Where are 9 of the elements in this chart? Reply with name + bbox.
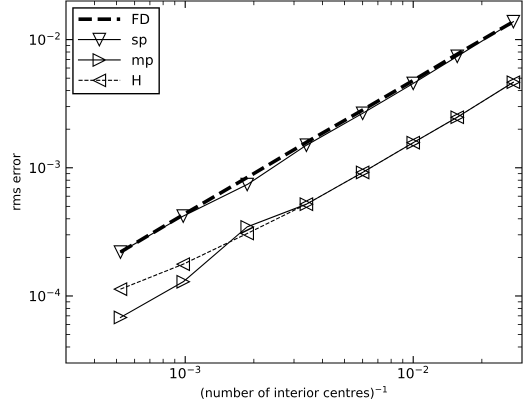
legend-label: sp bbox=[132, 36, 147, 48]
legend-label: mp bbox=[132, 57, 153, 68]
x-axis-title: (number of interior centres)$^{−1}$ bbox=[201, 386, 387, 399]
legend-label: FD bbox=[132, 14, 150, 24]
y-tick-label: 10$^{−4}$ bbox=[30, 288, 60, 302]
y-tick-label: 10$^{−2}$ bbox=[30, 32, 60, 45]
y-axis-title: rms error bbox=[13, 153, 21, 210]
legend-label: H bbox=[132, 75, 140, 86]
y-tick-label: 10$^{−3}$ bbox=[30, 160, 60, 174]
